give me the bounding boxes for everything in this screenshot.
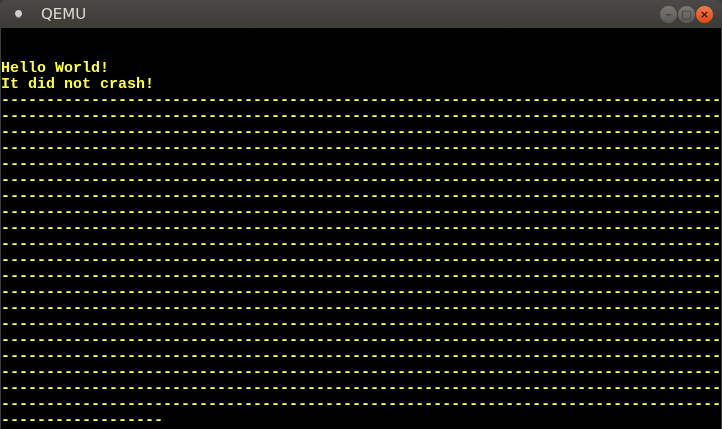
screen-line: ----------------------------------------… [1,108,722,125]
title-bar[interactable]: QEMU – □ × [0,0,722,28]
screen-line: ------------------ [1,412,164,429]
screen-line: ----------------------------------------… [1,300,722,317]
close-icon: × [699,8,710,21]
screen-line [1,44,721,60]
screen-line: ----------------------------------------… [1,380,722,397]
screen-line: ----------------------------------------… [1,172,722,189]
screen-line: ----------------------------------------… [1,140,722,157]
screen-line: ----------------------------------------… [1,316,722,333]
close-button[interactable]: × [696,6,713,23]
screen-line: ----------------------------------------… [1,204,722,221]
screen-line: ----------------------------------------… [1,92,722,109]
screen-line: ----------------------------------------… [1,284,722,301]
minimize-icon: – [665,8,672,21]
vga-text-screen[interactable]: Hello World! It did not crash! -----------… [1,28,721,429]
screen-line: ----------------------------------------… [1,220,722,237]
screen-line: Hello World! [1,60,110,77]
screen-line: ----------------------------------------… [1,332,722,349]
screen-line: ----------------------------------------… [1,156,722,173]
screen-line: ----------------------------------------… [1,252,722,269]
maximize-icon: □ [681,8,692,21]
minimize-button[interactable]: – [660,6,677,23]
screen-line: ----------------------------------------… [1,188,722,205]
screen-line: It did not crash! [1,76,155,93]
screen-line: ----------------------------------------… [1,364,722,381]
maximize-button[interactable]: □ [678,6,695,23]
screen-line: ----------------------------------------… [1,348,722,365]
screen-line: ----------------------------------------… [1,236,722,253]
screen-line [1,28,721,44]
qemu-app-icon [15,10,22,17]
window-title: QEMU [41,5,87,23]
screen-line: ----------------------------------------… [1,396,722,413]
screen-line: ----------------------------------------… [1,268,722,285]
screen-line: ----------------------------------------… [1,124,722,141]
